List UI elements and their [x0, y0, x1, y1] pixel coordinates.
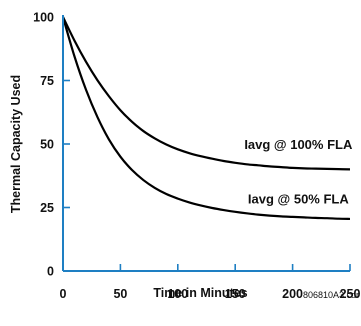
- x-tick-label: 200: [282, 287, 303, 301]
- label-group: Iavg @ 100% FLA Iavg @ 50% FLA: [244, 137, 353, 207]
- y-tick-label: 0: [47, 265, 54, 279]
- curve-label-2: Iavg @ 50% FLA: [248, 192, 349, 207]
- curve-group: [61, 16, 351, 221]
- series-line-1: [62, 16, 351, 171]
- y-tick-label: 100: [33, 11, 54, 25]
- y-tick-label: 75: [40, 74, 54, 88]
- y-axis-title: Thermal Capacity Used: [9, 75, 23, 213]
- x-tick-label: 150: [225, 287, 246, 301]
- x-axis-title: Time in Minutes: [153, 286, 247, 300]
- axes-group: [62, 15, 350, 272]
- x-tick-label: 0: [60, 287, 67, 301]
- y-tick-label: 25: [40, 201, 54, 215]
- file-name-label: 806810A3.cdr: [303, 290, 359, 300]
- x-tick-label: 50: [113, 287, 127, 301]
- series-line-2: [61, 16, 351, 221]
- x-tick-label: 250: [340, 287, 361, 301]
- y-tick-label: 50: [40, 138, 54, 152]
- tick-group: 0 50 100 150 200 250 0 25 50 75 100: [33, 11, 360, 302]
- x-tick-label: 100: [167, 287, 188, 301]
- curve-label-1: Iavg @ 100% FLA: [244, 137, 353, 152]
